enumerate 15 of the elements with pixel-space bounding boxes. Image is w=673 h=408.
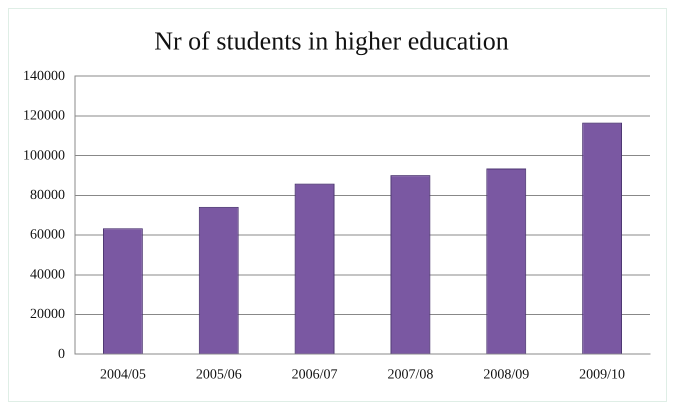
x-tick-label: 2006/07 (292, 367, 338, 382)
y-tick-label: 60000 (30, 228, 65, 243)
y-tick-label: 140000 (23, 68, 65, 84)
x-tick-label: 2004/05 (100, 367, 146, 382)
x-tick-label: 2005/06 (196, 367, 242, 382)
chart-title: Nr of students in higher education (154, 26, 509, 56)
y-tick-label: 40000 (30, 267, 65, 282)
x-tick-label: 2007/08 (387, 367, 434, 382)
x-tick-label: 2009/10 (579, 367, 626, 382)
y-tick-label: 0 (58, 346, 65, 362)
x-tick-label: 2008/09 (483, 367, 530, 382)
y-tick-label: 20000 (30, 307, 65, 322)
y-tick-label: 120000 (23, 108, 65, 124)
y-tick-label: 80000 (30, 188, 65, 204)
y-tick-label: 100000 (23, 148, 65, 164)
